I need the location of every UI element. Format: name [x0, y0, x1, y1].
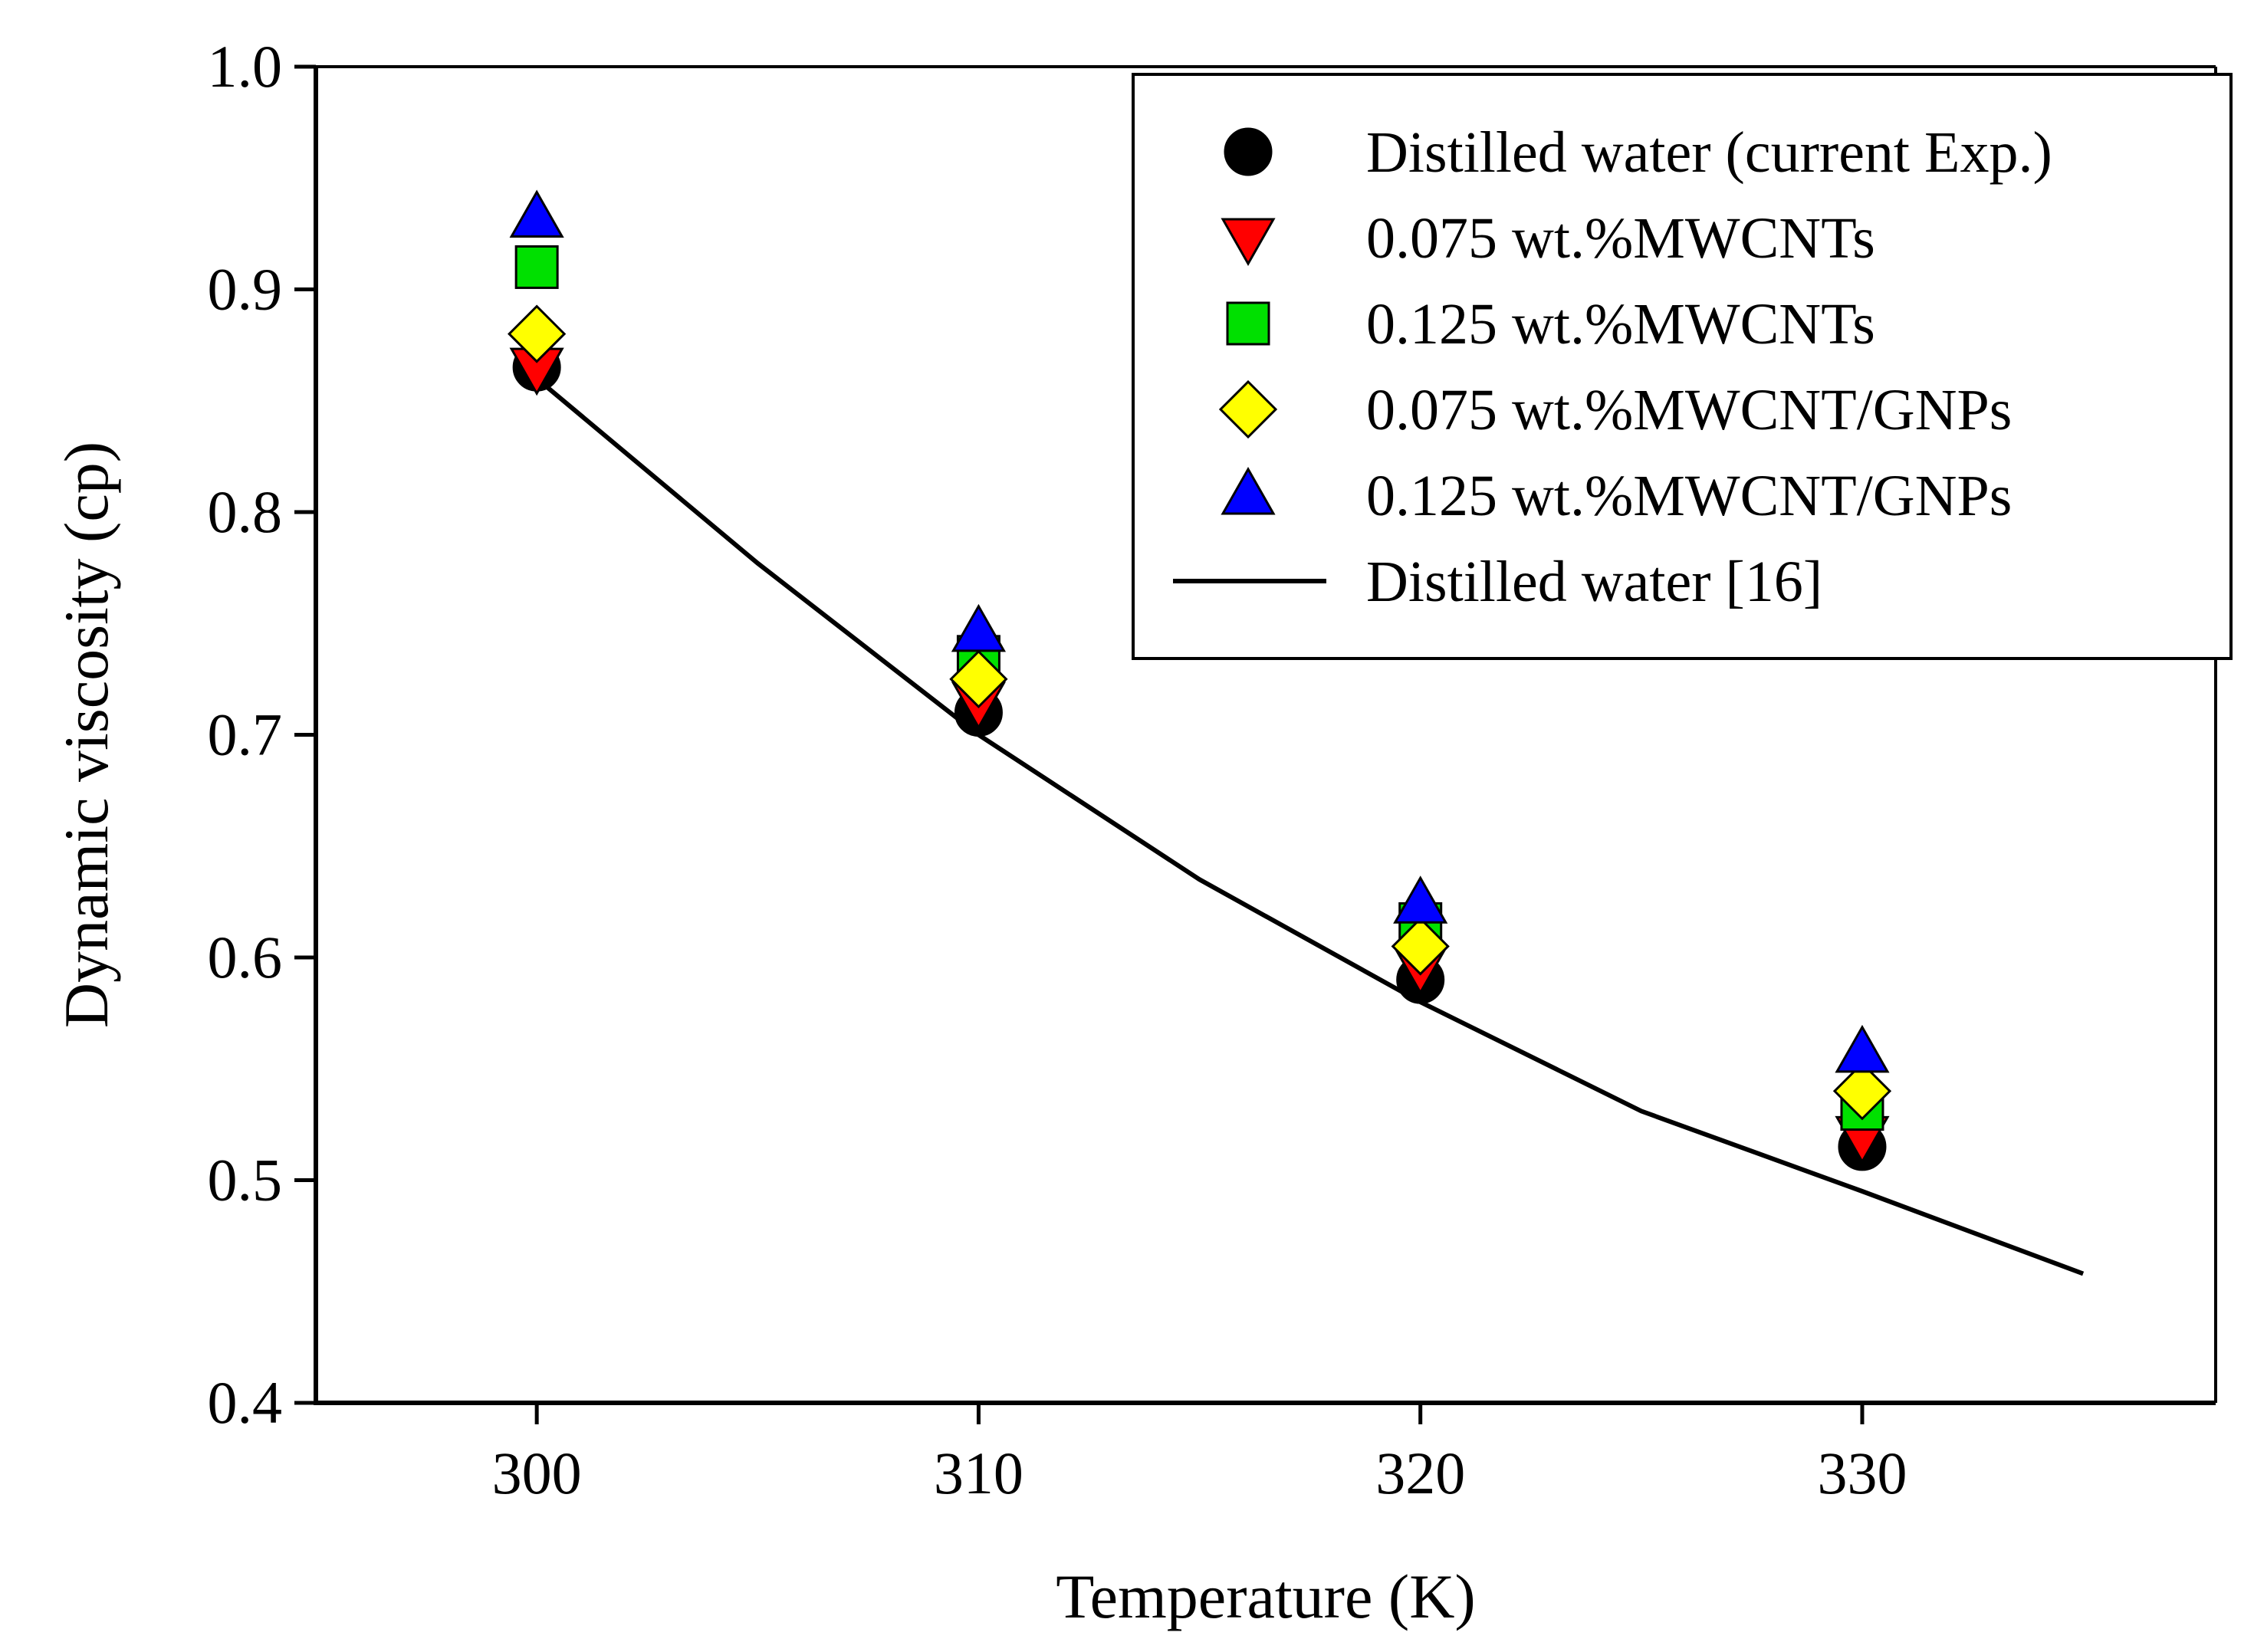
data-point-s3-p1 — [949, 649, 1008, 708]
x-axis-title: Temperature (K) — [1056, 1562, 1475, 1631]
y-tick-label: 1.0 — [208, 33, 283, 100]
legend-symbol-4 — [1221, 466, 1276, 515]
data-point-s4-p0 — [509, 189, 564, 238]
legend-symbol-3 — [1218, 379, 1278, 439]
y-tick-label: 0.6 — [208, 924, 283, 990]
y-tick-label: 0.8 — [208, 478, 283, 545]
x-tick-label: 320 — [1375, 1440, 1465, 1506]
legend-box — [1132, 73, 2233, 660]
y-axis-title: Dynamic viscosity (cp) — [51, 442, 121, 1028]
data-point-s4-p3 — [1835, 1024, 1890, 1073]
x-tick-label: 300 — [492, 1440, 582, 1506]
data-point-s2-p0 — [514, 245, 559, 289]
legend-symbol-2 — [1226, 301, 1270, 346]
data-point-s4-p1 — [951, 603, 1006, 652]
x-tick-label: 330 — [1817, 1440, 1907, 1506]
legend-label-4: 0.125 wt.%MWCNT/GNPs — [1366, 464, 2012, 528]
legend-symbol-1 — [1221, 218, 1276, 267]
legend-symbol-0 — [1224, 127, 1273, 176]
y-tick-label: 0.5 — [208, 1147, 283, 1214]
series-line-5 — [535, 376, 2085, 1276]
x-tick-label: 310 — [934, 1440, 1024, 1506]
plot-area — [508, 189, 2085, 1276]
y-tick-label: 0.4 — [208, 1369, 283, 1436]
legend-label-5: Distilled water [16] — [1366, 550, 1822, 614]
y-tick-label: 0.9 — [208, 256, 283, 323]
legend: Distilled water (current Exp.) 0.075 wt.%… — [1132, 73, 2233, 660]
legend-label-1: 0.075 wt.%MWCNTs — [1366, 206, 1875, 271]
data-point-s3-p0 — [508, 304, 567, 363]
legend-label-3: 0.075 wt.%MWCNT/GNPs — [1366, 378, 2012, 442]
y-tick-label: 0.7 — [208, 701, 283, 768]
data-point-s3-p3 — [1832, 1062, 1892, 1121]
data-point-s3-p2 — [1391, 917, 1450, 976]
data-point-s4-p2 — [1393, 875, 1448, 924]
legend-label-0: Distilled water (current Exp.) — [1366, 120, 2052, 185]
legend-label-2: 0.125 wt.%MWCNTs — [1366, 292, 1875, 356]
